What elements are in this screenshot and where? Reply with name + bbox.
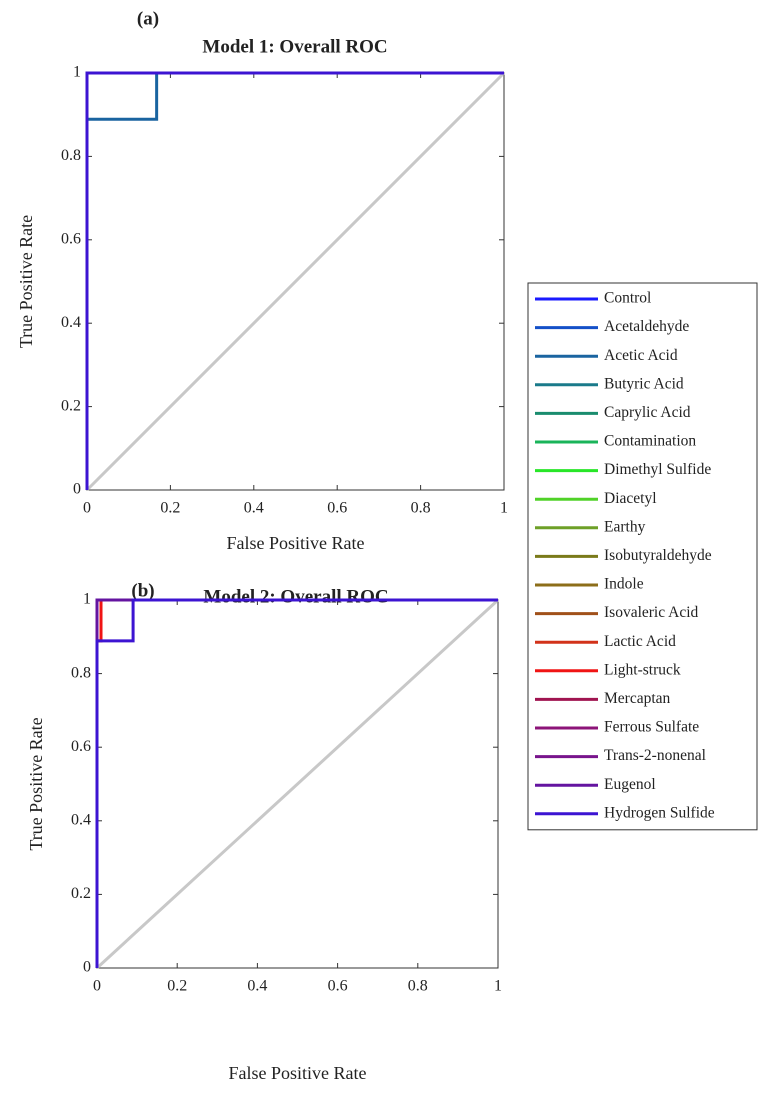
legend-label: Isobutyraldehyde: [604, 547, 712, 564]
x-tick-label: 0.6: [327, 500, 347, 517]
legend-label: Acetic Acid: [604, 347, 678, 364]
y-tick-label: 0.6: [71, 738, 91, 755]
legend-label: Eugenol: [604, 776, 656, 793]
x-tick-label: 0.4: [247, 978, 267, 995]
x-tick-label: 1: [494, 978, 502, 995]
legend-label: Control: [604, 290, 651, 307]
legend-label: Dimethyl Sulfide: [604, 461, 711, 478]
legend-label: Mercaptan: [604, 690, 671, 707]
y-tick-label: 0: [83, 959, 91, 976]
y-tick-label: 0.2: [71, 885, 91, 902]
x-tick-label: 0.6: [328, 978, 348, 995]
legend-label: Diacetyl: [604, 490, 657, 507]
roc-curve: [85, 71, 504, 490]
reference-diagonal: [95, 598, 500, 970]
x-tick-label: 0: [83, 500, 91, 517]
y-axis-label: True Positive Rate: [16, 215, 36, 348]
legend-label: Light-struck: [604, 661, 681, 678]
legend-label: Acetaldehyde: [604, 318, 689, 335]
x-tick-label: 1: [500, 500, 508, 517]
x-tick-label: 0.2: [167, 978, 187, 995]
y-tick-label: 0.6: [61, 230, 81, 247]
legend-label: Ferrous Sulfate: [604, 719, 699, 736]
x-axis-label: False Positive Rate: [227, 533, 365, 553]
legend-label: Contamination: [604, 433, 696, 450]
legend-label: Lactic Acid: [604, 633, 676, 650]
chart-title: Model 1: Overall ROC: [202, 36, 387, 57]
legend-label: Caprylic Acid: [604, 404, 691, 421]
x-tick-label: 0.4: [244, 500, 264, 517]
chart-title: Model 2: Overall ROC: [203, 586, 388, 607]
legend-label: Isovaleric Acid: [604, 604, 699, 621]
legend-label: Hydrogen Sulfide: [604, 804, 715, 821]
x-tick-label: 0.8: [411, 500, 431, 517]
y-tick-label: 0.2: [61, 397, 81, 414]
legend-label: Butyric Acid: [604, 375, 684, 392]
legend-label: Indole: [604, 576, 644, 593]
legend-label: Trans-2-nonenal: [604, 747, 706, 764]
y-axis-label: True Positive Rate: [26, 717, 46, 850]
x-axis-label: False Positive Rate: [229, 1063, 367, 1083]
y-tick-label: 0.8: [71, 664, 91, 681]
reference-diagonal: [85, 71, 506, 492]
y-tick-label: 0.4: [71, 811, 91, 828]
y-tick-label: 1: [83, 591, 91, 608]
y-tick-label: 0.8: [61, 147, 81, 164]
y-tick-label: 0.4: [61, 314, 81, 331]
panel-label: (b): [131, 580, 154, 601]
x-tick-label: 0: [93, 978, 101, 995]
roc-curve: [95, 598, 498, 968]
panel-label: (a): [137, 8, 159, 29]
y-tick-label: 1: [73, 64, 81, 81]
x-tick-label: 0.8: [408, 978, 428, 995]
x-tick-label: 0.2: [160, 500, 180, 517]
y-tick-label: 0: [73, 481, 81, 498]
legend-label: Earthy: [604, 518, 646, 535]
